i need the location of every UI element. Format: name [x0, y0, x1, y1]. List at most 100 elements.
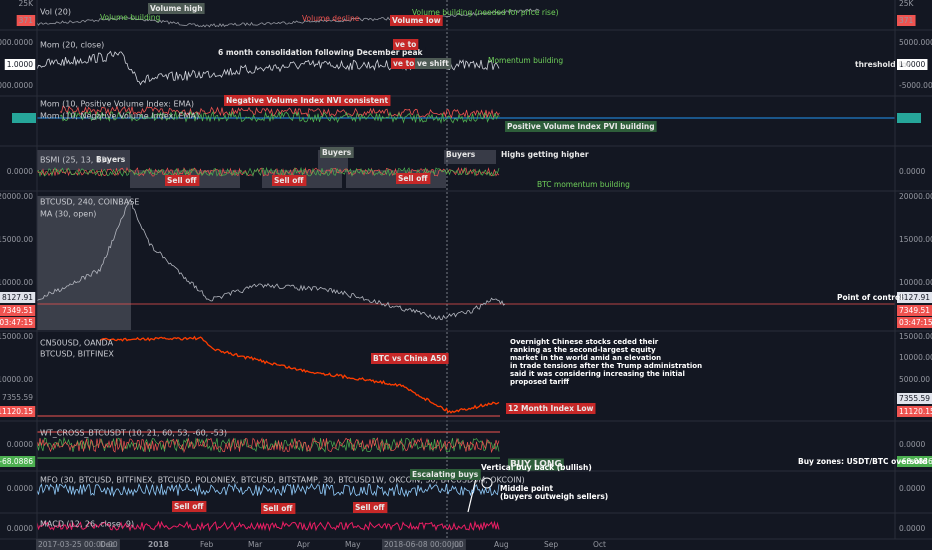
- label-background: [371, 353, 449, 364]
- axis-label: 0.0000: [7, 440, 33, 449]
- label-background: [36, 539, 120, 550]
- axis-label: 11120.15: [899, 407, 932, 416]
- buyers-zone: [37, 150, 130, 170]
- x-tick-label: Mar: [248, 540, 263, 549]
- x-tick-label: Jul: [451, 540, 461, 549]
- label-background: [320, 147, 354, 158]
- legend: MA (30, open): [40, 210, 96, 219]
- annotation: (buyers outweigh sellers): [500, 492, 608, 501]
- annotation: Sell off: [263, 504, 293, 513]
- label-background: [897, 292, 932, 303]
- label-background: [897, 456, 932, 467]
- legend: BSMI (25, 13, 13): [40, 156, 109, 165]
- axis-label: 371: [899, 16, 914, 25]
- axis-label: 371: [19, 16, 34, 25]
- annotation: Volume low: [392, 16, 441, 25]
- label-background: [0, 305, 36, 316]
- series-line: [36, 199, 506, 321]
- axis-label: 15000.00: [0, 332, 33, 341]
- legend: MACD (12, 26, close, 9): [40, 520, 134, 529]
- annotation: Volume building: [100, 13, 161, 22]
- annotation: Negative Volume Index NVI consistent: [226, 96, 388, 105]
- label-background: [897, 59, 928, 70]
- annotation: ve to: [395, 40, 416, 49]
- note: in trade tensions after the Trump admini…: [510, 362, 702, 370]
- marker: [481, 477, 493, 489]
- label-background: [0, 456, 36, 467]
- x-tick-label: Aug: [494, 540, 509, 549]
- axis-label: 5000.0000: [0, 38, 33, 47]
- label-background: [165, 175, 200, 186]
- axis-label: 5000.0000: [899, 38, 932, 47]
- annotation: Sell off: [274, 176, 304, 185]
- axis-label: 15000.00: [899, 235, 932, 244]
- label-background: [272, 175, 307, 186]
- annotation: Middle point: [500, 484, 553, 493]
- price-label: 8127.91: [899, 293, 930, 302]
- label-background: [506, 403, 596, 414]
- note: said it was considering increasing the i…: [510, 370, 685, 378]
- axis-label: 20000.00: [0, 192, 33, 201]
- axis-label: 10000.00: [899, 353, 932, 362]
- label-background: [897, 393, 932, 404]
- series-line: [99, 335, 500, 414]
- label-background: [508, 458, 564, 471]
- axis-label: 0.0000: [899, 440, 925, 449]
- label-background: [224, 95, 391, 106]
- x-tick-label: 2018-06-08 00:00:00: [384, 540, 464, 549]
- legend: MFO (30, BTCUSD, BITFINEX, BTCUSD, POLON…: [40, 476, 525, 485]
- label-background: [396, 173, 431, 184]
- series-line: [36, 482, 500, 498]
- axis-label: 7355.59: [899, 394, 930, 403]
- label-background: [410, 469, 481, 480]
- axis-label: 10000.00: [0, 375, 33, 384]
- highlight-zone: [37, 196, 131, 330]
- axis-label: 25K: [899, 0, 915, 8]
- annotation: threshold for: [855, 60, 911, 69]
- series-line: [59, 110, 500, 125]
- annotation: Volume building (needed for price rise): [412, 8, 559, 17]
- axis-label: 10000.00: [899, 278, 932, 287]
- annotation: Sell off: [167, 176, 197, 185]
- axis-label: 10000.00: [0, 278, 33, 287]
- label-background: [353, 502, 388, 513]
- annotation: Vertical buy back (bullish): [481, 463, 592, 472]
- label-background: [505, 121, 657, 132]
- axis-label: 7355.59: [2, 393, 33, 402]
- annotation: Buyers: [96, 155, 126, 164]
- x-tick-label: May: [345, 540, 361, 549]
- axis-label: 5000.00: [899, 375, 930, 384]
- x-tick-label: Feb: [200, 540, 214, 549]
- axis-label: -5000.0000: [0, 81, 33, 90]
- annotation: Buyers: [322, 148, 352, 157]
- label-background: [897, 317, 932, 328]
- annotation: Buy zones: USDT/BTC oversold: [798, 457, 927, 466]
- label-background: [382, 539, 466, 550]
- axis-label: 0.0000: [7, 524, 33, 533]
- annotation: Volume high: [150, 4, 203, 13]
- axis-label: 0.0000: [899, 167, 925, 176]
- annotation: ve to: [393, 59, 414, 68]
- price-label: 7349.51: [899, 306, 930, 315]
- axis-label: -5000.0000: [899, 81, 932, 90]
- annotation: BUY LONG: [510, 460, 562, 470]
- label-background: [0, 292, 36, 303]
- note: ranking as the second-largest equity: [510, 346, 656, 354]
- series-line: [59, 105, 500, 119]
- annotation: Escalating buys: [412, 470, 479, 479]
- label-background: [393, 39, 419, 50]
- label-background: [897, 305, 932, 316]
- axis-label: -68.0886: [0, 457, 33, 466]
- series-line: [36, 8, 540, 28]
- axis-label: 15000.00: [0, 235, 33, 244]
- annotation: ve shift: [417, 59, 449, 68]
- annotation: BTC momentum building: [537, 180, 630, 189]
- legend: WT_CROSS_BTCUSDT (10, 21, 60, 53, -60, -…: [40, 429, 227, 438]
- label-background: [216, 47, 426, 58]
- x-tick-label: Dec: [100, 540, 115, 549]
- label-background: [415, 58, 452, 69]
- legend: BTCUSD, BITFINEX: [40, 350, 114, 359]
